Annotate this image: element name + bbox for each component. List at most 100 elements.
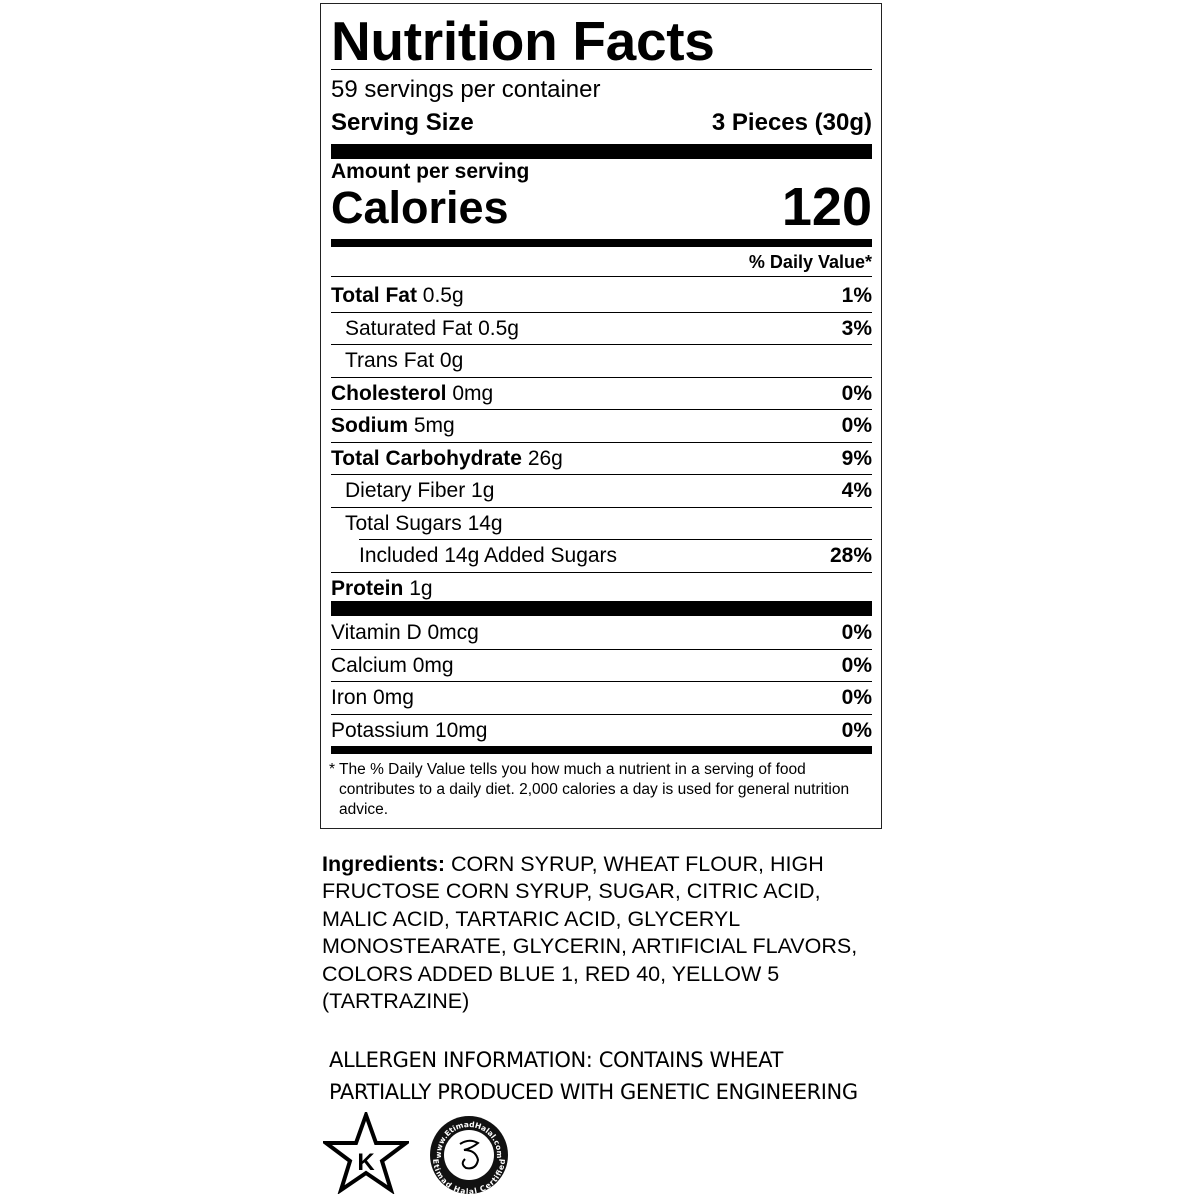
nutrition-facts-panel: Nutrition Facts 59 servings per containe… [320,3,882,829]
medium-divider [331,746,872,754]
amount-per-serving: Amount per serving [331,160,530,183]
vitamin-name: Calcium [331,653,407,677]
nutrient-name: Total Fat [331,284,417,307]
medium-divider [331,239,872,247]
etimad-halal-seal-icon: www.EtimadHalal.com Etimad Halal Certifi… [430,1116,508,1196]
nutrient-label: Total Carbohydrate 26g [331,447,563,471]
divider [331,713,872,715]
vitamin-amount: 0mcg [427,621,479,644]
divider [331,648,872,650]
star-k-kosher-icon: K [323,1112,409,1194]
nutrient-label: Cholesterol 0mg [331,382,493,406]
nutrient-amount: 0.5g [422,284,464,307]
vitamin-row: Iron 0mg 0% [331,682,872,714]
nutrient-row: Included 14g Added Sugars 28% [331,540,872,572]
nutrient-amount: 0g [439,349,464,372]
ingredients-section: Ingredients: CORN SYRUP, WHEAT FLOUR, HI… [322,851,882,1015]
nutrient-daily-value: 9% [841,446,872,470]
nutrient-row: Dietary Fiber 1g 4% [331,475,872,507]
servings-per-container: 59 servings per container [331,76,601,103]
divider [331,376,872,378]
nutrient-amount: 14g [467,511,503,535]
divider [331,69,872,70]
calories-row: Calories 120 [331,177,872,237]
serving-size-value: 3 Pieces (30g) [711,109,872,136]
nutrient-row: Total Sugars 14g [331,508,872,540]
vitamin-amount: 0mg [373,686,414,709]
nutrient-label: Total Fat 0.5g [331,284,464,308]
vitamin-daily-value: 0% [841,653,872,677]
nutrient-amount: 5mg [413,414,455,437]
vitamin-row: Potassium 10mg 0% [331,715,872,747]
nutrient-label: Dietary Fiber 1g [331,479,494,503]
vitamin-daily-value: 0% [841,621,872,644]
ge-notice: PARTIALLY PRODUCED WITH GENETIC ENGINEER… [329,1080,858,1104]
divider [331,409,872,410]
nutrient-name: Dietary Fiber [345,479,466,502]
daily-value-header: % Daily Value* [331,246,872,278]
nutrient-label: Saturated Fat 0.5g [331,317,519,341]
vitamin-amount: 10mg [434,718,488,742]
nutrient-label: Protein 1g [331,577,433,601]
divider [331,506,872,508]
kosher-letter: K [357,1149,375,1176]
nutrient-daily-value: 0% [841,414,872,437]
nutrient-amount: 0.5g [478,316,519,340]
serving-size-row: Serving Size 3 Pieces (30g) [331,106,872,140]
vitamin-name: Potassium [331,718,430,742]
vitamin-amount: 0mg [412,653,454,677]
nutrient-label: Trans Fat 0g [331,349,463,373]
nutrient-label: Included 14g Added Sugars [331,544,617,568]
vitamin-daily-value: 0% [841,686,872,709]
ingredients-text: CORN SYRUP, WHEAT FLOUR, HIGH FRUCTOSE C… [322,852,858,1014]
nutrient-name: Trans Fat [345,349,435,372]
nutrient-name: Cholesterol [331,381,447,405]
thick-divider [331,601,872,616]
nutrient-amount: 0mg [452,381,494,405]
nutrient-daily-value: 28% [829,544,872,567]
vitamin-row: Calcium 0mg 0% [331,650,872,682]
nutrient-label: Sodium 5mg [331,414,455,438]
daily-value-header-text: % Daily Value* [748,251,872,272]
calories-value: 120 [781,177,872,237]
ingredients-label: Ingredients: [322,852,446,876]
divider [331,681,872,682]
nutrient-name: Included 14g Added Sugars [359,544,618,567]
nutrient-daily-value: 3% [841,316,872,340]
nutrient-name: Saturated Fat [345,316,473,340]
vitamin-daily-value: 0% [841,718,872,742]
vitamin-label: Potassium 10mg [331,719,487,743]
nutrient-row: Protein 1g [331,573,872,605]
calories-label: Calories [331,182,509,233]
divider [359,539,872,540]
nutrient-row: Saturated Fat 0.5g 3% [331,313,872,345]
panel-title: Nutrition Facts [331,10,715,72]
vitamin-name: Vitamin D [331,621,422,644]
nutrient-row: Sodium 5mg 0% [331,410,872,442]
nutrient-row: Cholesterol 0mg 0% [331,378,872,410]
vitamin-label: Vitamin D 0mcg [331,621,479,645]
nutrient-daily-value: 4% [841,479,872,502]
nutrient-name: Total Sugars [345,511,462,535]
nutrient-row: Total Fat 0.5g 1% [331,280,872,312]
nutrient-name: Total Carbohydrate [331,446,522,470]
nutrient-label: Total Sugars 14g [331,512,503,536]
nutrient-row: Total Carbohydrate 26g 9% [331,443,872,475]
nutrient-name: Protein [331,576,404,600]
vitamin-label: Calcium 0mg [331,654,454,678]
nutrient-name: Sodium [331,414,408,437]
divider [331,474,872,475]
footnote: * The % Daily Value tells you how much a… [329,761,850,818]
nutrient-amount: 1g [471,479,495,502]
divider [331,311,872,313]
allergen-info: ALLERGEN INFORMATION: CONTAINS WHEAT [329,1048,783,1072]
nutrient-daily-value: 1% [841,284,872,307]
vitamin-row: Vitamin D 0mcg 0% [331,617,872,649]
divider [331,441,872,443]
divider [331,276,872,277]
vitamin-label: Iron 0mg [331,686,414,710]
divider [331,571,872,573]
divider [331,344,872,345]
nutrient-amount: 26g [527,446,563,470]
serving-size-label: Serving Size [331,109,474,136]
